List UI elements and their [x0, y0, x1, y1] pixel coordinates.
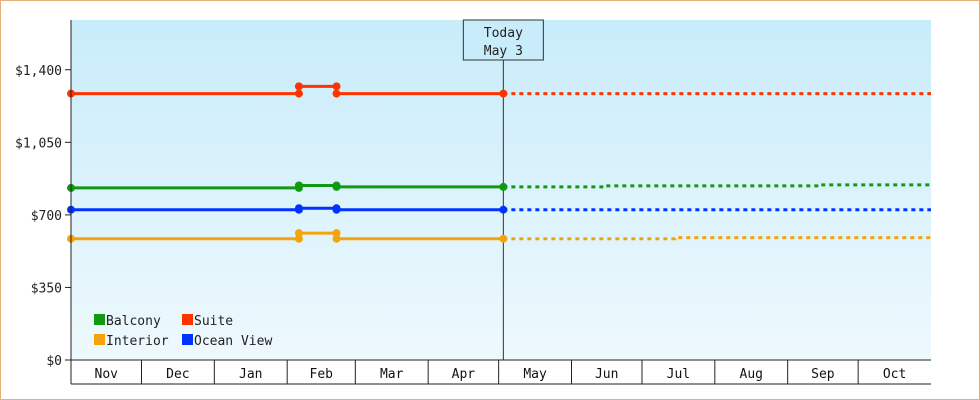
y-tick-label: $1,050 [15, 136, 62, 151]
legend-swatch-ocean-view [182, 334, 193, 345]
y-tick-label: $350 [31, 281, 62, 296]
series-line-balcony [71, 183, 504, 190]
month-label-sep: Sep [811, 367, 835, 382]
series-point-balcony[interactable] [294, 181, 303, 190]
today-date: May 3 [484, 44, 523, 59]
month-label-jul: Jul [667, 367, 690, 382]
legend-label-ocean-view: Ocean View [194, 334, 272, 349]
series-point-suite[interactable] [294, 82, 303, 91]
series-point-balcony[interactable] [332, 182, 341, 191]
legend-swatch-balcony [94, 314, 105, 325]
y-tick-label: $0 [46, 354, 62, 369]
y-tick-label: $700 [31, 209, 62, 224]
today-box [462, 19, 544, 61]
series-point-interior[interactable] [332, 229, 341, 238]
month-label-oct: Oct [883, 367, 906, 382]
month-label-feb: Feb [310, 367, 334, 382]
series-point-suite[interactable] [332, 82, 341, 91]
series-forecast-interior [503, 236, 931, 241]
legend-swatch-interior [94, 334, 105, 345]
series-point-ocean-view[interactable] [294, 204, 303, 213]
series-point-interior[interactable] [294, 234, 303, 243]
month-label-aug: Aug [740, 367, 763, 382]
legend-label-suite: Suite [194, 314, 233, 329]
series-point-interior[interactable] [499, 234, 508, 243]
legend-label-interior: Interior [106, 334, 169, 349]
month-label-mar: Mar [380, 367, 404, 382]
series-point-interior[interactable] [332, 234, 341, 243]
month-label-may: May [523, 367, 547, 382]
series-forecast-balcony [503, 183, 931, 189]
series-line-suite [71, 84, 504, 96]
legend-swatch-suite [182, 314, 193, 325]
y-tick-label: $1,400 [15, 64, 62, 79]
month-label-apr: Apr [452, 367, 476, 382]
series-line-ocean-view [71, 206, 504, 212]
series-point-suite[interactable] [499, 89, 508, 98]
month-label-nov: Nov [95, 367, 119, 382]
series-point-ocean-view[interactable] [499, 205, 508, 214]
series-point-interior[interactable] [294, 229, 303, 238]
today-label: Today [484, 26, 523, 41]
month-label-jun: Jun [595, 367, 618, 382]
series-point-balcony[interactable] [499, 182, 508, 191]
series-point-suite[interactable] [332, 89, 341, 98]
month-label-jan: Jan [239, 367, 262, 382]
month-label-dec: Dec [166, 367, 189, 382]
series-point-suite[interactable] [294, 89, 303, 98]
series-line-interior [71, 231, 504, 241]
series-point-ocean-view[interactable] [332, 205, 341, 214]
legend-label-balcony: Balcony [106, 314, 161, 329]
